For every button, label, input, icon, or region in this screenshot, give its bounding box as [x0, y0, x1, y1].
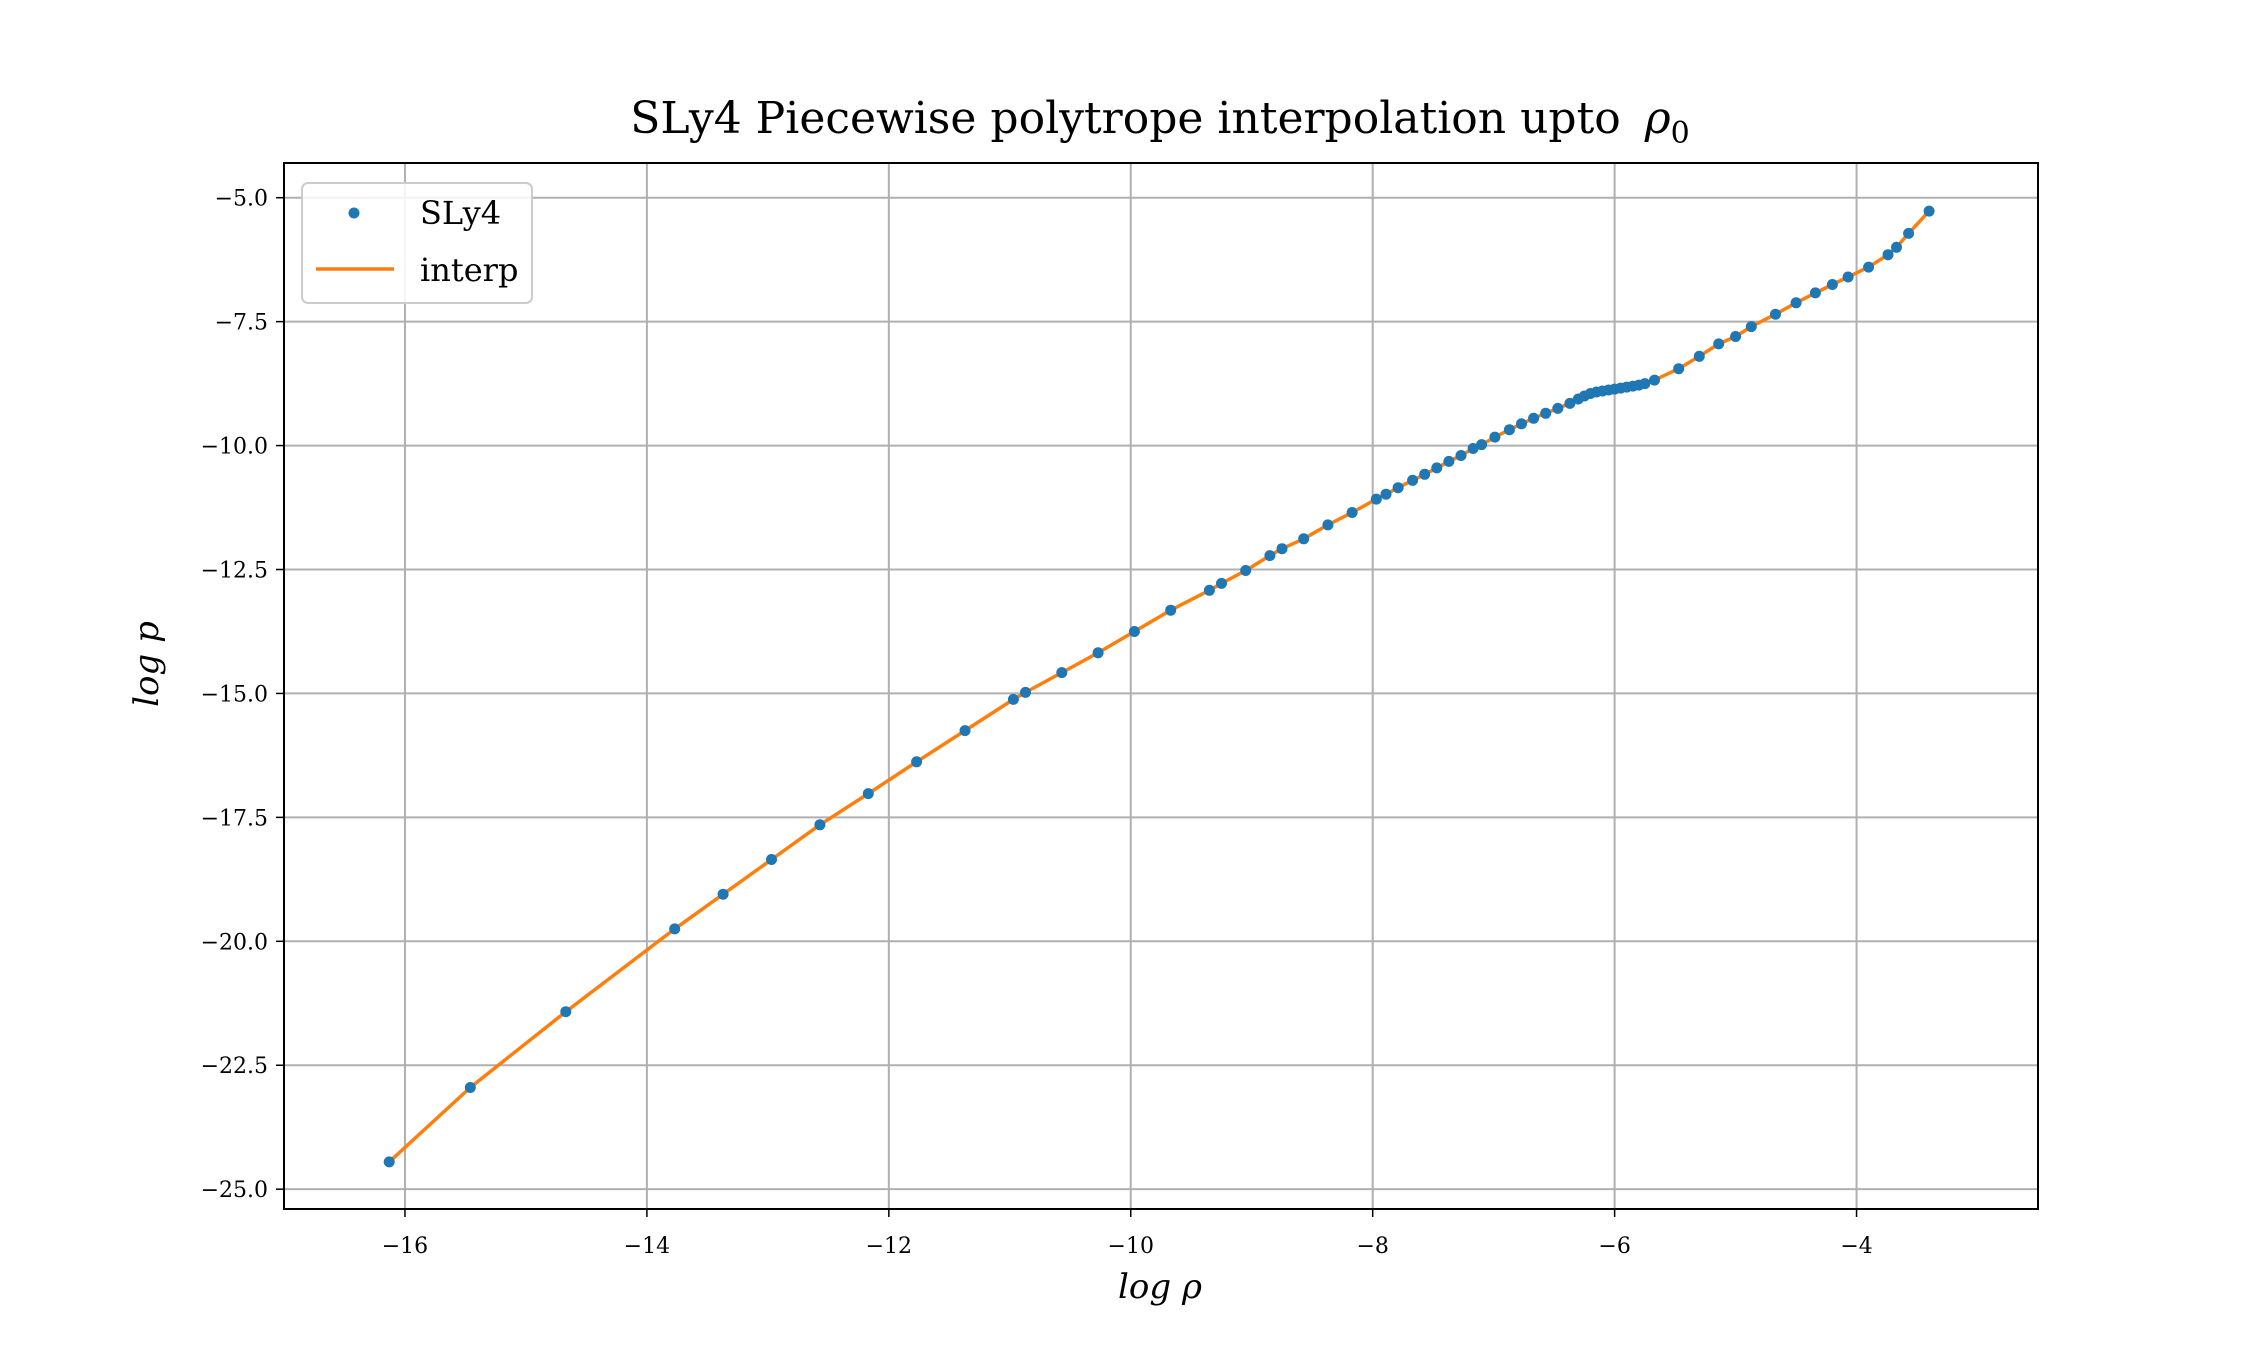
y-tick-label: −15.0	[201, 682, 268, 707]
legend: SLy4 interp	[301, 182, 533, 304]
x-tick-label: −8	[1356, 1234, 1388, 1259]
sly4-data-point	[1730, 331, 1742, 342]
sly4-data-point	[1216, 577, 1227, 589]
x-tick-label: −4	[1840, 1234, 1872, 1259]
sly4-data-point	[1790, 297, 1802, 309]
sly4-data-point	[1380, 488, 1392, 500]
x-axis-ticks: −16 −14 −12 −10 −8 −6 −4	[382, 1209, 1873, 1259]
sly4-data-point	[1443, 455, 1455, 467]
sly4-data-point	[717, 888, 729, 900]
sly4-data-point	[1007, 693, 1019, 705]
y-tick-label: −22.5	[201, 1054, 268, 1079]
sly4-data-point	[1128, 626, 1140, 637]
sly4-data-point	[1165, 604, 1177, 616]
sly4-data-point	[560, 1006, 572, 1018]
sly4-data-point	[1882, 249, 1894, 261]
sly4-data-point	[1649, 374, 1660, 386]
sly4-data-point	[1322, 519, 1334, 531]
sly4-data-point	[1467, 443, 1479, 454]
sly4-series	[383, 205, 1935, 1168]
sly4-data-point	[1476, 439, 1488, 451]
y-tick-label: −12.5	[201, 559, 268, 584]
sly4-data-point	[1673, 363, 1685, 375]
chart-title-text: SLy4 Piecewise polytrope interpolation u…	[630, 93, 1621, 144]
sly4-data-point	[1564, 397, 1576, 409]
sly4-data-point	[1809, 287, 1821, 299]
x-tick-label: −16	[382, 1234, 428, 1259]
sly4-data-point	[911, 756, 923, 768]
sly4-data-point	[383, 1156, 395, 1168]
legend-marker-sly4	[348, 207, 360, 219]
sly4-data-point	[1713, 338, 1725, 350]
sly4-data-point	[1528, 412, 1540, 424]
sly4-data-point	[1370, 493, 1382, 505]
plot-area-frame	[283, 162, 2039, 1210]
sly4-data-point	[1056, 667, 1068, 679]
y-tick-label: −25.0	[201, 1178, 268, 1203]
y-tick-label: −17.5	[201, 806, 268, 831]
sly4-data-point	[1392, 482, 1404, 494]
sly4-data-point	[1863, 261, 1875, 273]
sly4-data-point	[464, 1082, 476, 1093]
sly4-data-point	[959, 725, 971, 737]
sly4-data-point	[1693, 350, 1705, 362]
sly4-data-point	[1455, 450, 1467, 461]
sly4-data-point	[766, 854, 777, 865]
sly4-data-point	[1552, 402, 1564, 414]
sly4-data-point	[1346, 507, 1358, 518]
sly4-data-point	[1431, 462, 1443, 474]
y-tick-label: −20.0	[201, 930, 268, 955]
sly4-data-point	[1240, 565, 1252, 576]
legend-label-interp: interp	[420, 251, 518, 289]
sly4-data-point	[1903, 227, 1915, 239]
x-axis-label: log ρ	[1118, 1267, 1202, 1307]
chart-title-symbol: ρ	[1644, 93, 1671, 144]
sly4-data-point	[1020, 686, 1031, 698]
chart-title: SLy4 Piecewise polytrope interpolation u…	[630, 93, 1689, 151]
sly4-data-point	[1540, 407, 1552, 419]
sly4-data-point	[1503, 424, 1515, 436]
sly4-data-point	[1264, 550, 1276, 562]
sly4-data-point	[1826, 279, 1838, 290]
sly4-data-point	[1923, 205, 1935, 217]
sly4-data-point	[1842, 271, 1854, 283]
x-tick-label: −14	[624, 1234, 670, 1259]
sly4-data-point	[669, 923, 681, 935]
y-axis-ticks: −25.0 −22.5 −20.0 −17.5 −15.0 −12.5 −10.0 −7.5 −…	[201, 187, 284, 1203]
sly4-data-point	[1092, 647, 1104, 659]
sly4-data-point	[1203, 584, 1215, 596]
sly4-data-point	[862, 788, 874, 800]
sly4-data-point	[1891, 241, 1902, 253]
chart-title-subscript: 0	[1671, 116, 1690, 151]
sly4-data-point	[1407, 474, 1419, 486]
sly4-data-point	[1298, 533, 1310, 545]
legend-label-sly4: SLy4	[420, 194, 501, 232]
sly4-data-point	[1419, 468, 1431, 480]
x-tick-label: −10	[1108, 1234, 1154, 1259]
y-tick-label: −7.5	[215, 311, 268, 336]
sly4-data-point	[1516, 418, 1527, 430]
x-tick-label: −12	[866, 1234, 912, 1259]
sly4-data-point	[1639, 378, 1651, 390]
sly4-data-point	[1770, 308, 1781, 320]
y-tick-label: −10.0	[201, 435, 268, 460]
y-tick-label: −5.0	[215, 187, 268, 212]
x-tick-label: −6	[1598, 1234, 1630, 1259]
y-axis-label: log p	[127, 621, 167, 707]
sly4-data-point	[1276, 543, 1288, 555]
sly4-data-point	[1489, 431, 1501, 443]
grid-lines	[284, 163, 2038, 1209]
sly4-data-point	[1745, 321, 1757, 333]
sly4-data-point	[814, 819, 826, 831]
